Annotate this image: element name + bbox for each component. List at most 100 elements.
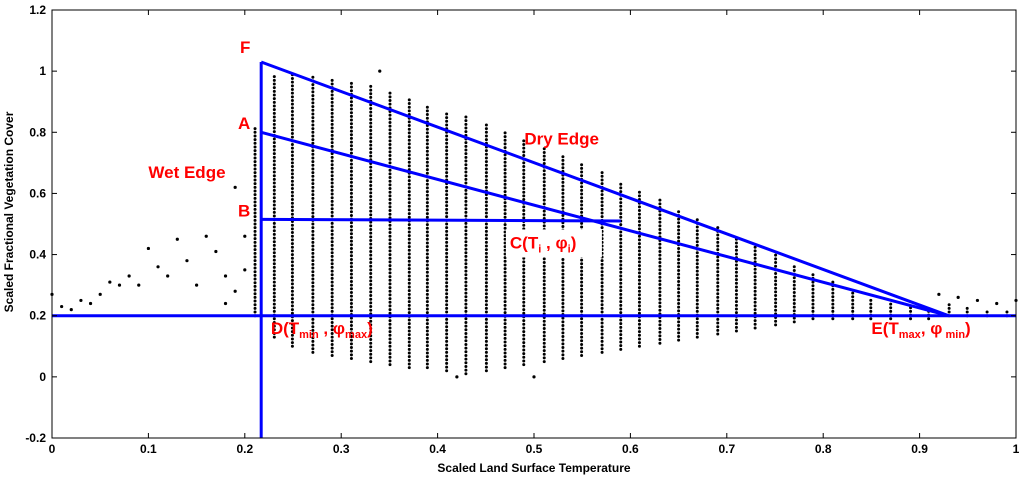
- scatter-point: [369, 257, 373, 261]
- scatter-point: [272, 335, 276, 339]
- scatter-point: [311, 83, 315, 87]
- scatter-point: [619, 296, 623, 300]
- scatter-point: [330, 119, 334, 123]
- scatter-point: [223, 274, 228, 278]
- scatter-point: [330, 174, 334, 178]
- scatter-point: [600, 350, 604, 354]
- scatter-point: [369, 334, 373, 338]
- scatter-point: [522, 216, 526, 220]
- scatter-point: [195, 283, 199, 287]
- scatter-column: [831, 280, 835, 321]
- scatter-point: [695, 276, 699, 280]
- scatter-point: [484, 123, 488, 127]
- annotation-part: i: [568, 243, 571, 255]
- scatter-point: [388, 102, 392, 106]
- scatter-point: [290, 267, 294, 271]
- scatter-point: [484, 167, 488, 171]
- scatter-point: [272, 214, 276, 218]
- scatter-point: [425, 105, 429, 109]
- scatter-point: [658, 242, 662, 246]
- scatter-point: [522, 304, 526, 308]
- scatter-point: [272, 309, 276, 313]
- scatter-point: [388, 201, 392, 205]
- scatter-point: [619, 237, 623, 241]
- scatter-point: [580, 302, 584, 306]
- scatter-point: [349, 232, 353, 236]
- scatter-point: [561, 184, 565, 188]
- scatter-point: [522, 330, 526, 334]
- scatter-point: [388, 113, 392, 117]
- scatter-point: [253, 233, 257, 237]
- scatter-point: [272, 104, 276, 108]
- scatter-point: [484, 281, 488, 285]
- scatter-point: [369, 246, 373, 250]
- scatter-column: [253, 127, 257, 318]
- scatter-point: [272, 177, 276, 181]
- scatter-point: [580, 339, 584, 343]
- scatter-point: [388, 223, 392, 227]
- scatter-point: [445, 134, 449, 138]
- scatter-point: [522, 297, 526, 301]
- scatter-point: [311, 123, 315, 127]
- scatter-point: [311, 339, 315, 343]
- scatter-point: [330, 306, 334, 310]
- scatter-point: [637, 238, 641, 242]
- scatter-point: [677, 224, 681, 228]
- scatter-point: [445, 215, 449, 219]
- scatter-point: [369, 92, 373, 96]
- scatter-point: [388, 363, 392, 367]
- scatter-point: [716, 303, 720, 307]
- scatter-point: [522, 194, 526, 198]
- annotation-part: , φ: [541, 233, 567, 252]
- scatter-point: [464, 276, 468, 280]
- scatter-point: [290, 132, 294, 136]
- scatter-point: [311, 211, 315, 215]
- scatter-point: [388, 286, 392, 290]
- scatter-point: [542, 308, 546, 312]
- scatter-point: [561, 316, 565, 320]
- scatter-point: [425, 182, 429, 186]
- scatter-point: [580, 225, 584, 229]
- scatter-point: [445, 240, 449, 244]
- scatter-point: [290, 106, 294, 110]
- scatter-point: [253, 156, 257, 160]
- scatter-point: [369, 139, 373, 143]
- scatter-point: [716, 310, 720, 314]
- scatter-point: [369, 345, 373, 349]
- scatter-point: [716, 255, 720, 259]
- scatter-column: [290, 73, 294, 348]
- scatter-point: [349, 243, 353, 247]
- scatter-point: [753, 304, 757, 308]
- scatter-point: [811, 302, 815, 306]
- scatter-point: [503, 208, 507, 212]
- scatter-point: [464, 144, 468, 148]
- scatter-point: [811, 295, 815, 299]
- scatter-point: [253, 178, 257, 182]
- scatter-point: [561, 268, 565, 272]
- scatter-point: [349, 228, 353, 232]
- scatter-point: [716, 266, 720, 270]
- scatter-point: [522, 183, 526, 187]
- scatter-point: [311, 321, 315, 325]
- scatter-point: [349, 158, 353, 162]
- scatter-point: [445, 207, 449, 211]
- scatter-point: [369, 341, 373, 345]
- scatter-point: [619, 245, 623, 249]
- scatter-point: [792, 265, 796, 269]
- scatter-point: [290, 165, 294, 169]
- scatter-point: [464, 229, 468, 233]
- scatter-column: [658, 198, 662, 345]
- scatter-point: [330, 339, 334, 343]
- scatter-point: [464, 273, 468, 277]
- scatter-point: [695, 280, 699, 284]
- scatter-point: [619, 318, 623, 322]
- scatter-point: [677, 331, 681, 335]
- scatter-point: [425, 149, 429, 153]
- scatter-point: [995, 301, 999, 306]
- scatter-point: [464, 342, 468, 346]
- scatter-point: [484, 343, 488, 347]
- scatter-point: [369, 235, 373, 239]
- scatter-point: [677, 290, 681, 294]
- scatter-point: [330, 126, 334, 130]
- scatter-point: [542, 183, 546, 187]
